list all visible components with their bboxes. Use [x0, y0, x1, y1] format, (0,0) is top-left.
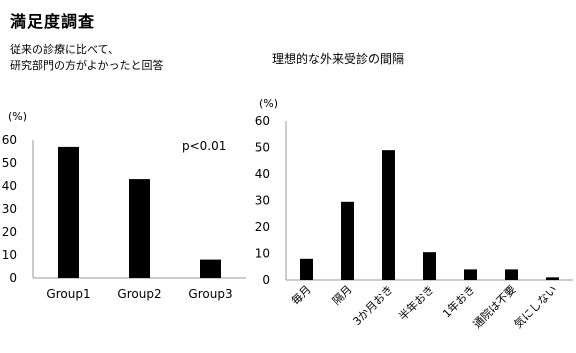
left-chart-x-tick-label: Group3	[188, 287, 232, 301]
left-chart-bar	[200, 259, 221, 278]
right-chart-y-axis-label: (%)	[259, 97, 278, 110]
right-chart-bar	[300, 258, 313, 280]
right-chart-y-tick-label: 60	[255, 114, 270, 128]
left-chart-x-tick-label: Group1	[46, 287, 90, 301]
left-chart-y-tick-label: 20	[2, 225, 17, 239]
right-chart-x-tick-label: 気にしない	[511, 282, 560, 331]
left-chart-title-line-1: 従来の診療に比べて、	[10, 43, 120, 56]
right-chart-y-tick-label: 40	[255, 167, 270, 181]
right-chart-bar	[464, 269, 477, 280]
right-chart-bar	[505, 269, 518, 280]
right-chart-title: 理想的な外来受診の間隔	[272, 52, 405, 66]
left-chart-bar	[129, 179, 150, 278]
right-chart-bar	[546, 277, 559, 280]
right-chart-x-tick-label: 通院は不要	[470, 282, 519, 331]
left-chart-y-tick-label: 60	[2, 133, 17, 147]
left-chart-y-tick-label: 30	[2, 202, 17, 216]
right-chart-y-tick-label: 50	[255, 141, 270, 155]
left-chart-x-tick-label: Group2	[117, 287, 161, 301]
right-chart-bar	[341, 201, 354, 280]
right-chart-x-tick-label: 半年おき	[396, 282, 437, 323]
page-title: 満足度調査	[10, 12, 96, 31]
right-chart-y-tick-label: 10	[255, 247, 270, 261]
left-chart-y-axis-label: (%)	[8, 110, 27, 123]
left-chart-bar	[58, 146, 79, 278]
left-chart-title-line-2: 研究部門の方がよかったと回答	[10, 59, 164, 72]
left-chart-title: 従来の診療に比べて、 研究部門の方がよかったと回答	[10, 42, 163, 74]
right-chart-y-tick-label: 30	[255, 194, 270, 208]
left-chart-y-tick-label: 50	[2, 156, 17, 170]
right-chart-bar	[423, 252, 436, 280]
right-chart-x-tick-label: 3か月おき	[350, 283, 395, 328]
right-chart-bar	[382, 150, 395, 280]
left-chart-y-tick-label: 40	[2, 179, 17, 193]
left-chart-y-tick-label: 10	[2, 248, 17, 262]
right-chart-x-tick-label: 1年おき	[439, 282, 477, 320]
right-chart-y-tick-label: 20	[255, 220, 270, 234]
right-chart-x-tick-label: 毎月	[289, 283, 314, 308]
left-chart-y-tick-label: 0	[9, 271, 17, 285]
left-chart-significance-annotation: p<0.01	[182, 139, 226, 153]
right-chart-y-tick-label: 0	[262, 273, 270, 287]
right-chart-x-tick-label: 隔月	[330, 283, 355, 308]
